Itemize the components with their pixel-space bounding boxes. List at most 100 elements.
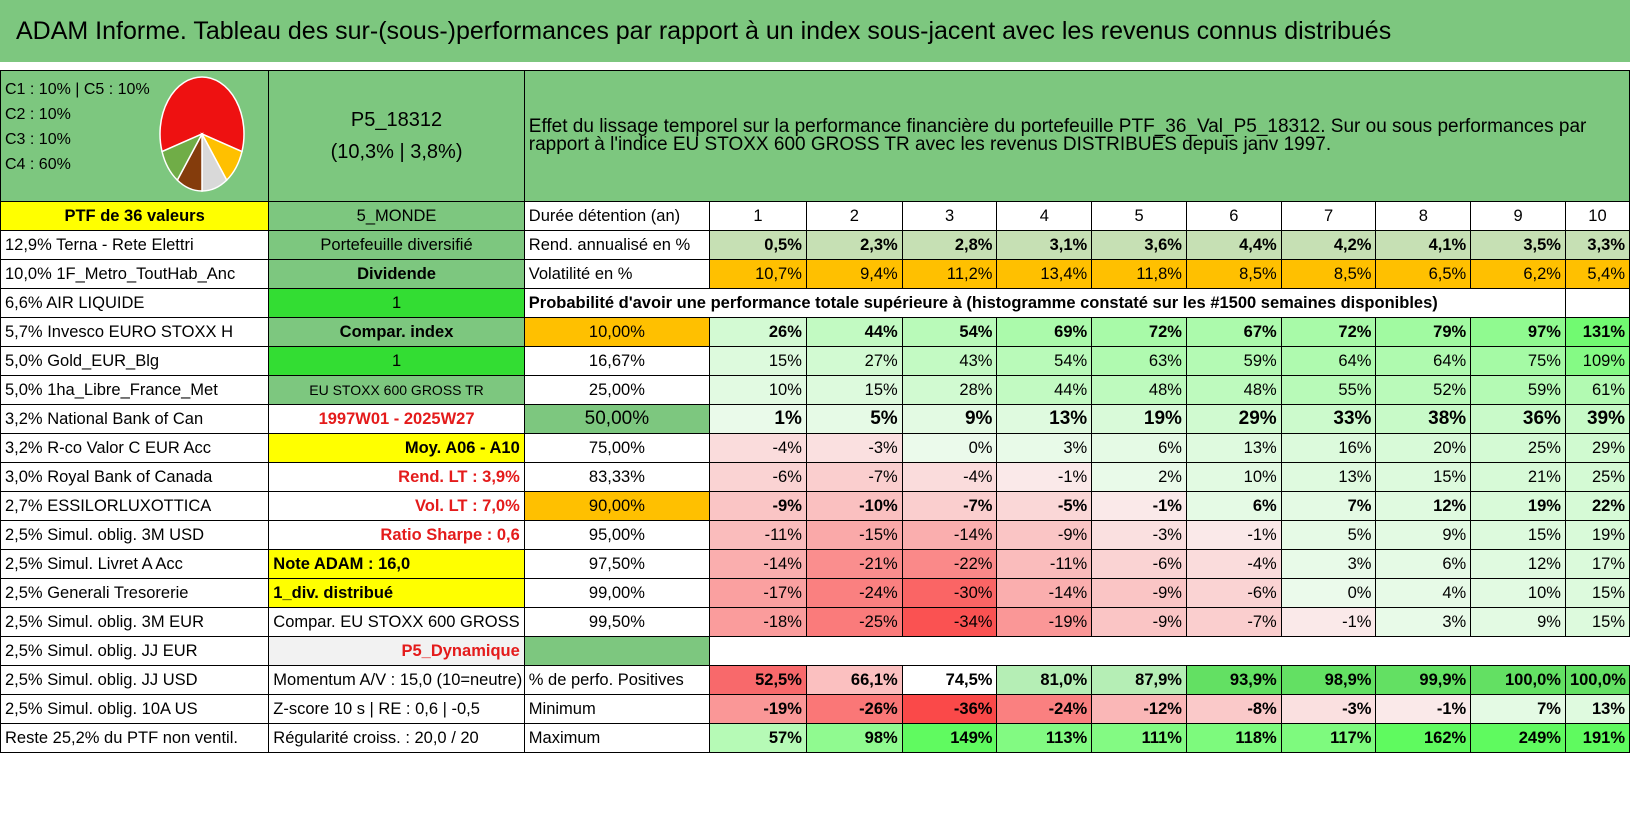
value-cell: -8%	[1185, 694, 1282, 724]
value-cell: -6%	[1091, 549, 1187, 579]
pie-legend-line: C1 : 10% | C5 : 10%	[5, 81, 150, 98]
value-cell: 15%	[1470, 520, 1566, 550]
value-cell: 10%	[1470, 578, 1566, 608]
holding-cell: 2,5% Simul. oblig. 10A US	[0, 694, 270, 724]
value-cell: 6%	[1091, 433, 1187, 463]
year-header: 6	[1185, 201, 1282, 231]
value-cell: 13%	[996, 404, 1093, 434]
value-cell: -14%	[996, 578, 1093, 608]
pie-legend-line: C4 : 60%	[5, 156, 71, 173]
holding-cell: 2,5% Simul. oblig. 3M EUR	[0, 607, 270, 637]
year-header: 1	[709, 201, 807, 231]
value-cell: 74,5%	[901, 665, 998, 695]
table-row: 2,5% Simul. oblig. 3M EUR Compar. EU STOX…	[0, 607, 1630, 637]
row-label: 99,50%	[523, 607, 711, 637]
value-cell: 117%	[1280, 723, 1377, 753]
year-header: 8	[1375, 201, 1472, 231]
row-label: Maximum	[523, 723, 711, 753]
table-row: 6,6% AIR LIQUIDE 1 Probabilité d'avoir une…	[0, 288, 1630, 318]
value-cell: -14%	[901, 520, 998, 550]
empty-cell	[710, 637, 1630, 666]
value-cell: 3,6%	[1091, 230, 1187, 260]
value-cell: 100,0%	[1470, 665, 1566, 695]
empty-cell	[1564, 288, 1630, 318]
value-cell: -5%	[996, 491, 1093, 521]
holding-cell: 2,5% Simul. Livret A Acc	[0, 549, 270, 579]
value-cell: 1%	[709, 404, 807, 434]
value-cell: 3%	[1375, 607, 1472, 637]
value-cell: -4%	[1185, 549, 1282, 579]
description-line: rapport à l'indice EU STOXX 600 GROSS TR…	[528, 134, 1332, 155]
row-label: 99,00%	[523, 578, 711, 608]
value-cell: 100,0%	[1564, 665, 1630, 695]
row-label: 95,00%	[523, 520, 711, 550]
row-label: 75,00%	[523, 433, 711, 463]
table-row: 2,5% Simul. oblig. 3M USD Ratio Sharpe : …	[0, 520, 1630, 550]
portfolio-id-cell: P5_18312 (10,3% | 3,8%)	[268, 70, 525, 202]
value-cell: 191%	[1564, 723, 1630, 753]
row-label: Minimum	[523, 694, 711, 724]
table-row: 3,2% R-co Valor C EUR Acc Moy. A06 - A10 7…	[0, 433, 1630, 463]
value-cell: -1%	[1375, 694, 1472, 724]
row-label: 50,00%	[523, 404, 711, 434]
value-cell: -9%	[709, 491, 807, 521]
value-cell: -26%	[805, 694, 903, 724]
holding-cell: 6,6% AIR LIQUIDE	[0, 288, 270, 318]
value-cell: 98%	[805, 723, 903, 753]
value-cell: 3%	[1280, 549, 1377, 579]
info-cell: Ratio Sharpe : 0,6	[268, 520, 525, 550]
value-cell: 0%	[901, 433, 998, 463]
value-cell: 4,2%	[1280, 230, 1377, 260]
value-cell: -25%	[805, 607, 903, 637]
info-cell: Z-score 10 s | RE : 0,6 | -0,5	[268, 694, 525, 724]
row-label: Volatilité en %	[523, 259, 711, 289]
allocation-pie-chart	[159, 76, 245, 192]
value-cell: -24%	[805, 578, 903, 608]
value-cell: 9,4%	[805, 259, 903, 289]
value-cell: -14%	[709, 549, 807, 579]
value-cell: -1%	[1091, 491, 1187, 521]
value-cell: 12%	[1470, 549, 1566, 579]
table-row: Reste 25,2% du PTF non ventil. Régularité…	[0, 723, 1630, 753]
value-cell: 111%	[1091, 723, 1187, 753]
holding-cell: 5,7% Invesco EURO STOXX H	[0, 317, 270, 347]
value-cell: -1%	[996, 462, 1093, 492]
value-cell: 0%	[1280, 578, 1377, 608]
value-cell: 72%	[1280, 317, 1377, 347]
holding-cell: 5,0% Gold_EUR_Blg	[0, 346, 270, 376]
value-cell: -6%	[709, 462, 807, 492]
value-cell: 109%	[1564, 346, 1630, 376]
info-cell: P5_Dynamique	[268, 636, 525, 666]
value-cell: -15%	[805, 520, 903, 550]
row-label: 90,00%	[523, 491, 711, 521]
holding-cell: 2,5% Generali Tresorerie	[0, 578, 270, 608]
value-cell: 55%	[1280, 375, 1377, 405]
value-cell: 21%	[1470, 462, 1566, 492]
table-row: 2,5% Simul. oblig. 10A US Z-score 10 s | …	[0, 694, 1630, 724]
value-cell: -19%	[709, 694, 807, 724]
value-cell: 13%	[1564, 694, 1630, 724]
info-cell: Compar. index	[268, 317, 525, 347]
info-cell: Momentum A/V : 15,0 (10=neutre)	[268, 665, 525, 695]
value-cell: 33%	[1280, 404, 1377, 434]
table-row: 12,9% Terna - Rete Elettri Portefeuille d…	[0, 230, 1630, 260]
table-row: 5,0% Gold_EUR_Blg 1 16,67% 15% 27% 43% 54% 63% 5…	[0, 346, 1630, 376]
value-cell: 10%	[709, 375, 807, 405]
holding-cell: Reste 25,2% du PTF non ventil.	[0, 723, 270, 753]
table-row: 2,5% Simul. Livret A Acc Note ADAM : 16,0…	[0, 549, 1630, 579]
value-cell: -18%	[709, 607, 807, 637]
value-cell: 15%	[1375, 462, 1472, 492]
value-cell: 79%	[1375, 317, 1472, 347]
ptf-label: PTF de 36 valeurs	[0, 201, 270, 231]
value-cell: -7%	[805, 462, 903, 492]
row-label: % de perfo. Positives	[523, 665, 711, 695]
value-cell: 2%	[1091, 462, 1187, 492]
value-cell: 48%	[1185, 375, 1282, 405]
info-cell: 1	[268, 288, 525, 318]
portfolio-stats: (10,3% | 3,8%)	[330, 141, 463, 163]
value-cell: 54%	[901, 317, 998, 347]
value-cell: 67%	[1185, 317, 1282, 347]
info-cell: Note ADAM : 16,0	[268, 549, 525, 579]
value-cell: -9%	[1091, 578, 1187, 608]
table-row: 2,5% Simul. oblig. JJ EUR P5_Dynamique	[0, 636, 1630, 666]
